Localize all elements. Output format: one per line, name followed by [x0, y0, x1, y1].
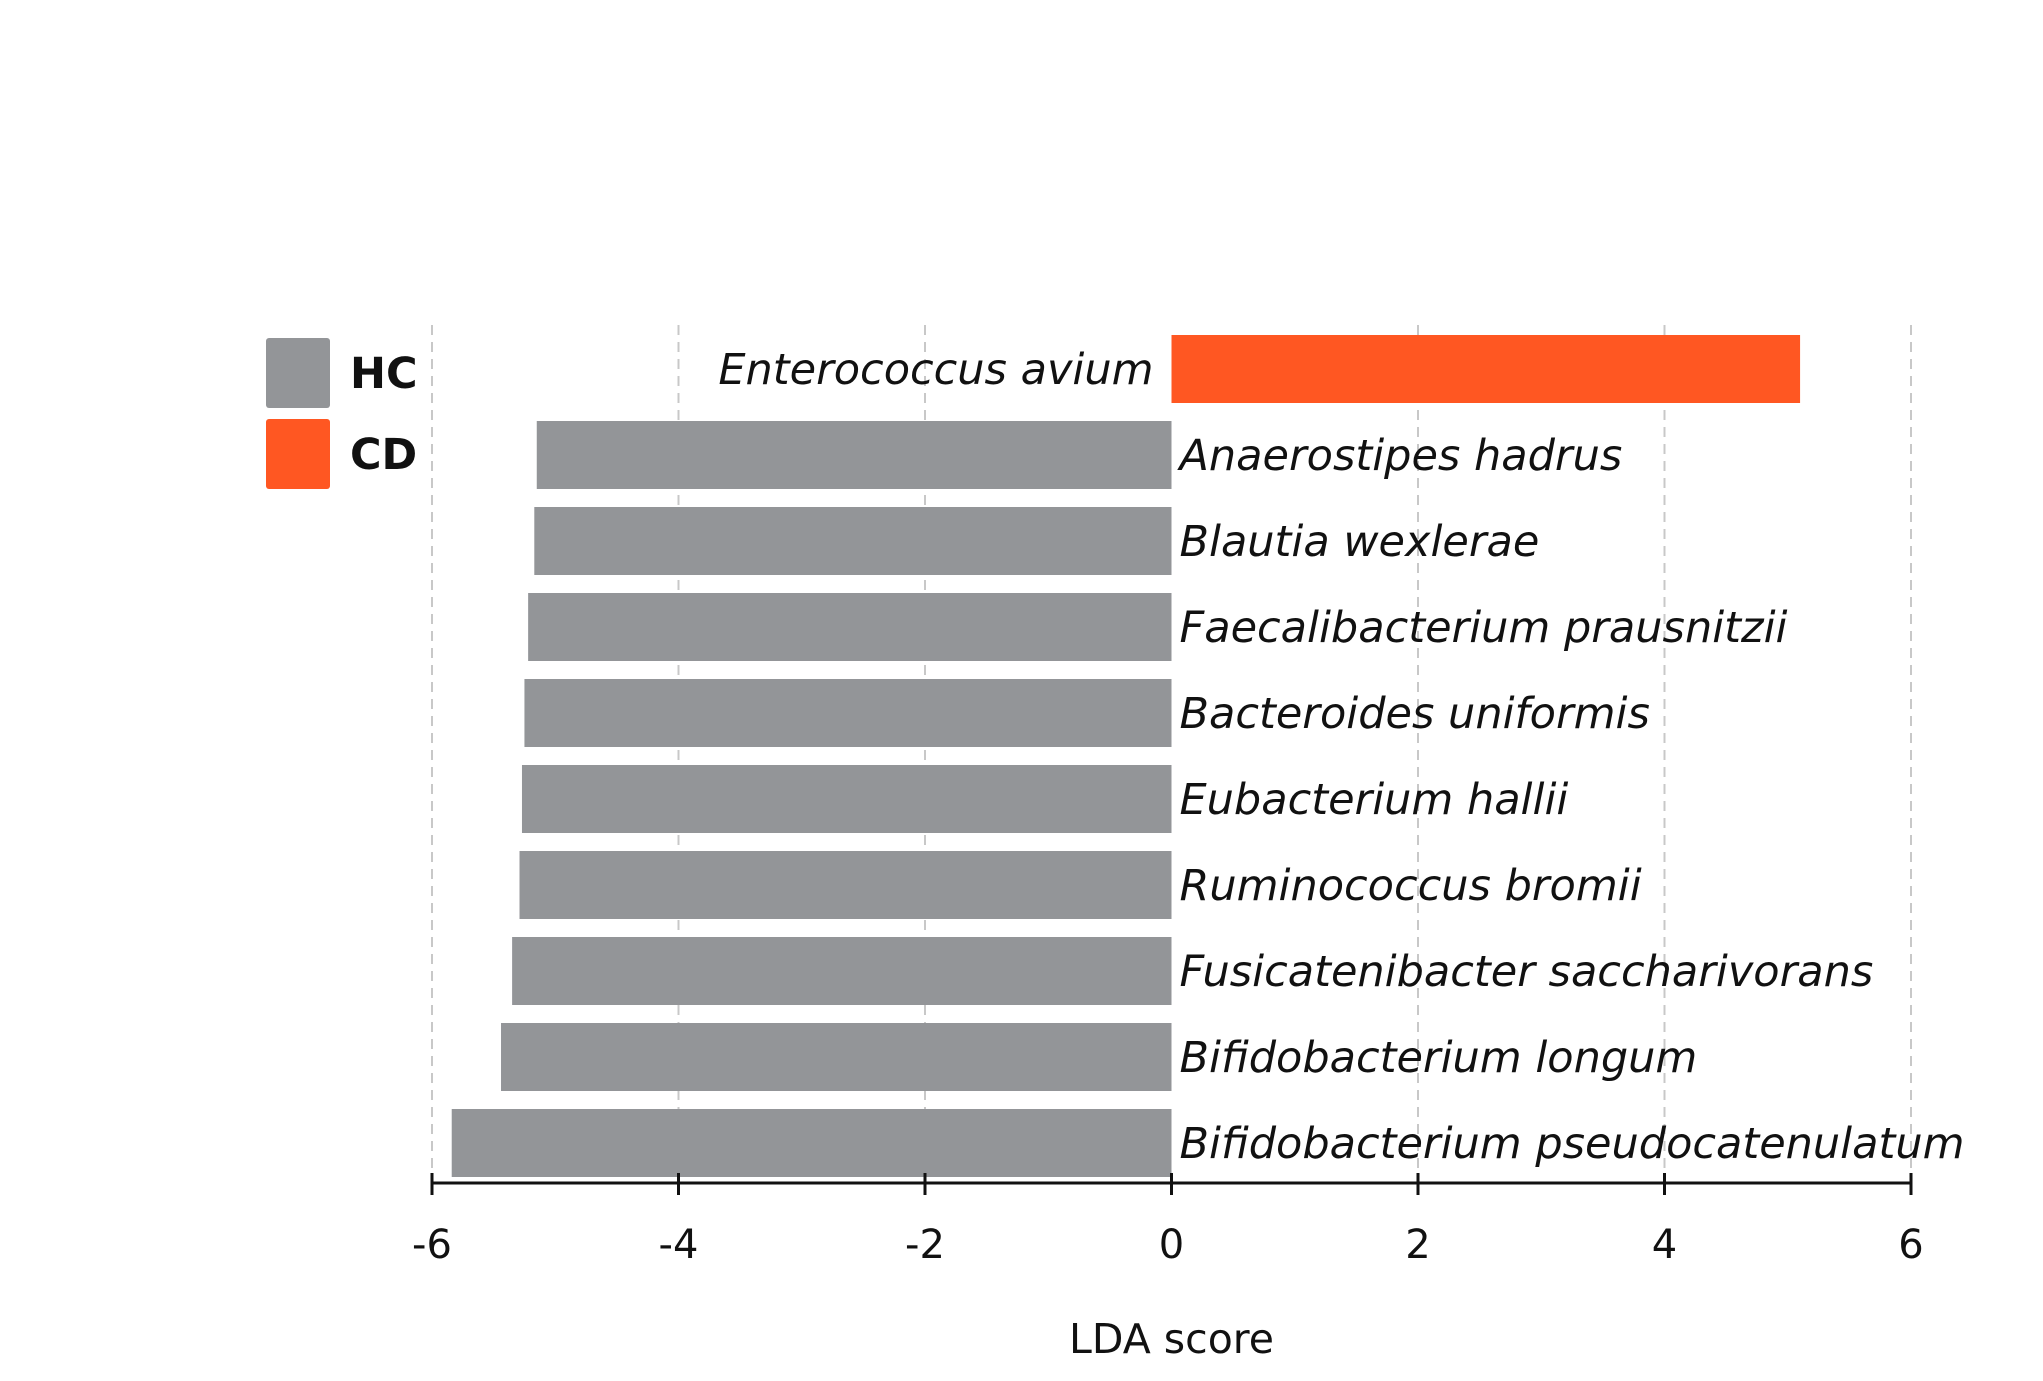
bar-label: Bacteroides uniformis	[1180, 689, 1650, 739]
tick-label: -6	[412, 1222, 452, 1268]
bar-label: Anaerostipes hadrus	[1177, 431, 1623, 481]
bar-ruminococcus-bromii	[519, 851, 1172, 919]
tick-label: -4	[659, 1222, 699, 1268]
x-axis: -6 -4 -2 0 2 4 6	[412, 1173, 1924, 1268]
bar-bacteroides-uniformis	[524, 679, 1172, 747]
bar-label: Faecalibacterium prausnitzii	[1180, 603, 1788, 653]
bar-fusicatenibacter-saccharivorans	[512, 937, 1172, 1005]
bar-enterococcus-avium	[1171, 335, 1801, 403]
bars-group: Enterococcus avium Anaerostipes hadrus Bla…	[451, 335, 1965, 1177]
bar-blautia-wexlerae	[534, 507, 1172, 575]
bar-faecalibacterium-prausnitzii	[528, 593, 1172, 661]
legend-swatch-hc	[266, 338, 330, 408]
x-axis-title: LDA score	[1069, 1315, 1274, 1363]
tick-label: 0	[1159, 1222, 1184, 1268]
legend-swatch-cd	[266, 419, 330, 489]
bar-label: Enterococcus avium	[718, 345, 1153, 395]
bar-label: Blautia wexlerae	[1180, 517, 1540, 567]
tick-label: -2	[905, 1222, 945, 1268]
legend-label: CD	[350, 430, 417, 480]
bar-bifidobacterium-pseudocatenulatum	[451, 1109, 1172, 1177]
bar-label: Fusicatenibacter saccharivorans	[1180, 947, 1874, 997]
legend: HC CD	[266, 338, 418, 489]
bar-eubacterium-hallii	[521, 765, 1172, 833]
legend-label: HC	[350, 349, 418, 399]
bar-label: Eubacterium hallii	[1180, 775, 1569, 825]
bar-bifidobacterium-longum	[501, 1023, 1172, 1091]
bar-label: Bifidobacterium pseudocatenulatum	[1180, 1119, 1965, 1169]
bar-anaerostipes-hadrus	[536, 421, 1172, 489]
bar-label: Ruminococcus bromii	[1180, 861, 1642, 911]
tick-label: 4	[1652, 1222, 1677, 1268]
tick-label: 6	[1898, 1222, 1923, 1268]
tick-label: 2	[1405, 1222, 1430, 1268]
bar-label: Bifidobacterium longum	[1180, 1033, 1698, 1083]
